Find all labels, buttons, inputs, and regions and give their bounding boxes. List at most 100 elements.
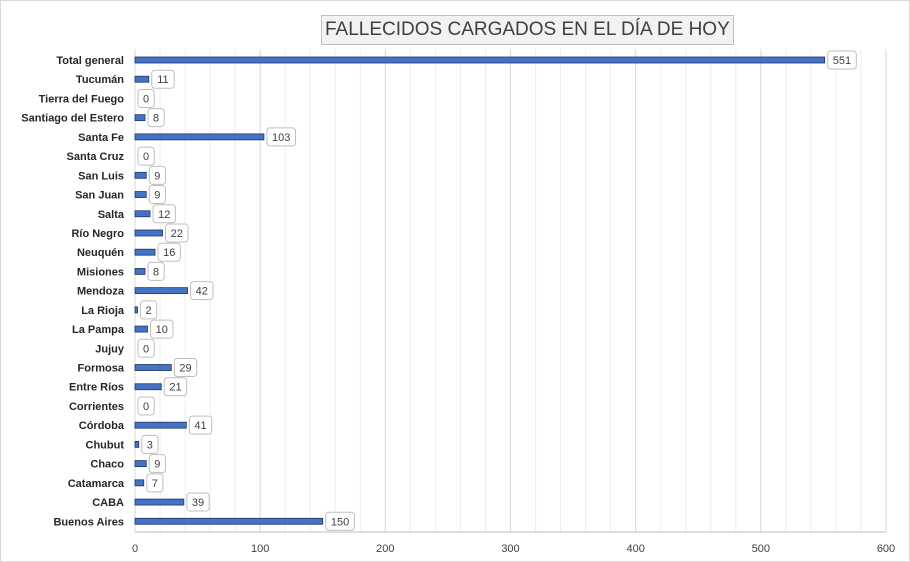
data-label: 0	[143, 93, 149, 105]
data-label: 29	[179, 363, 191, 375]
data-label: 9	[154, 459, 160, 471]
data-label-box	[148, 165, 166, 185]
category-label: Chubut	[86, 439, 125, 451]
category-label: Córdoba	[79, 420, 125, 432]
data-label: 3	[147, 439, 153, 451]
bar	[134, 440, 140, 448]
data-label: 41	[194, 420, 206, 432]
data-label-box	[173, 358, 198, 378]
bar	[134, 498, 185, 506]
data-label: 7	[152, 478, 158, 490]
category-label: Santa Fe	[78, 132, 124, 144]
category-label: Tierra del Fuego	[39, 93, 125, 105]
bar	[134, 325, 148, 333]
data-label: 2	[146, 305, 152, 317]
data-label-box	[188, 415, 213, 435]
category-label: Mendoza	[77, 286, 125, 298]
bar	[134, 306, 138, 314]
data-label-box	[137, 146, 155, 166]
data-label-box	[147, 261, 165, 281]
data-label-box	[151, 69, 175, 89]
data-label-box	[137, 338, 155, 358]
data-label: 551	[833, 55, 851, 67]
x-tick-label: 300	[501, 543, 519, 555]
bar	[134, 229, 163, 237]
category-label: Entre Ríos	[69, 382, 124, 394]
category-label: Formosa	[78, 363, 125, 375]
data-label-box	[140, 300, 158, 320]
bar	[134, 421, 187, 429]
bar	[134, 210, 151, 218]
category-label: Río Negro	[71, 228, 124, 240]
data-label-box	[146, 473, 164, 493]
category-label: Neuquén	[77, 247, 124, 259]
x-tick-label: 400	[626, 543, 644, 555]
bar	[134, 383, 162, 391]
category-label: Santiago del Estero	[21, 113, 124, 125]
category-label: Total general	[56, 55, 124, 67]
category-label: Salta	[98, 209, 125, 221]
category-label: Tucumán	[76, 74, 124, 86]
data-label-box	[157, 242, 181, 262]
category-label: CABA	[92, 497, 124, 509]
bar	[134, 133, 265, 141]
x-tick-label: 500	[752, 543, 770, 555]
data-label: 11	[157, 74, 168, 86]
x-tick-label: 600	[877, 543, 895, 555]
data-label: 9	[154, 170, 160, 182]
data-label: 0	[143, 151, 149, 163]
data-label: 0	[143, 401, 149, 413]
data-label-box	[827, 50, 857, 70]
category-label: Jujuy	[95, 343, 125, 355]
data-label-box	[150, 319, 174, 339]
x-tick-label: 200	[376, 543, 394, 555]
bar	[134, 191, 147, 198]
bar	[134, 517, 324, 525]
category-label: La Rioja	[81, 305, 125, 317]
category-label: San Luis	[78, 170, 124, 182]
data-label-box	[137, 396, 155, 416]
category-label: La Pampa	[72, 324, 125, 336]
x-tick-label: 100	[251, 543, 269, 555]
data-label: 12	[158, 209, 170, 221]
data-label-box	[325, 511, 355, 531]
bar	[134, 268, 146, 275]
bar	[134, 75, 150, 83]
data-label-box	[148, 185, 166, 205]
bar	[134, 287, 188, 295]
data-label-box	[137, 88, 155, 108]
data-label-box	[147, 108, 165, 128]
bar	[134, 479, 145, 487]
data-label: 0	[143, 343, 149, 355]
data-label: 103	[272, 132, 290, 144]
bar	[134, 56, 826, 64]
bar	[134, 460, 147, 468]
category-label: Santa Cruz	[67, 151, 125, 163]
data-label: 150	[331, 516, 349, 528]
category-label: Misiones	[77, 266, 124, 278]
data-label: 8	[153, 113, 159, 125]
data-label: 9	[154, 190, 160, 202]
data-label: 42	[196, 286, 208, 298]
category-label: Buenos Aires	[53, 516, 124, 528]
data-label-box	[141, 434, 159, 454]
bar	[134, 171, 147, 179]
category-label: Chaco	[90, 459, 124, 471]
x-tick-label: 0	[132, 543, 138, 555]
data-label-box	[266, 127, 297, 147]
data-label-box	[165, 223, 189, 243]
data-label: 22	[171, 228, 183, 240]
chart-title: FALLECIDOS CARGADOS EN EL DÍA DE HOY	[321, 15, 734, 45]
data-label: 39	[192, 497, 204, 509]
data-label: 21	[169, 382, 181, 394]
data-label: 10	[156, 324, 168, 336]
category-label: San Juan	[75, 190, 124, 202]
data-label-box	[186, 492, 210, 512]
data-label-box	[190, 281, 214, 301]
bar	[134, 114, 146, 122]
data-label-box	[163, 377, 188, 397]
data-label: 8	[153, 266, 159, 278]
category-label: Catamarca	[68, 478, 125, 490]
